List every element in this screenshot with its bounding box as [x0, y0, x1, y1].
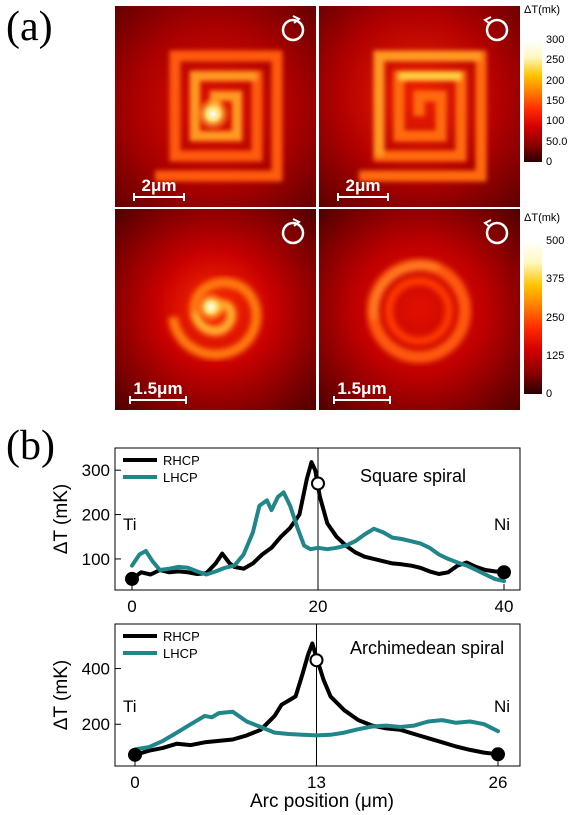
thermal-map-archimedean-rhcp: 1.5μm: [115, 209, 316, 410]
colorbar-top: [524, 40, 542, 162]
thermal-map-archimedean-lhcp: 1.5μm: [319, 209, 520, 410]
scalebar-1-5um-b: 1.5μm: [333, 379, 391, 404]
scalebar-2um-a: 2μm: [133, 176, 185, 201]
x-tick-label: 13: [307, 773, 326, 792]
series-line-rhcp: [133, 641, 500, 757]
panel-label-a: (a): [6, 4, 53, 50]
y-tick-label: 200: [82, 715, 110, 734]
scalebar-1-5um-a: 1.5μm: [129, 379, 187, 404]
legend-label-rhcp: RHCP: [163, 453, 200, 468]
left-end-label: Ti: [123, 515, 137, 534]
x-tick-label: 0: [130, 773, 139, 792]
colorbar-top-tick: 200: [546, 74, 565, 87]
colorbar-bottom-title: ΔT(mk): [524, 212, 561, 224]
right-end-label: Ni: [494, 697, 510, 716]
colorbar-top-tick: 50.0: [546, 135, 568, 148]
y-tick-label: 200: [82, 506, 110, 525]
colorbar-top-tick: 150: [546, 95, 565, 107]
colorbar-bottom-tick: 125: [546, 349, 565, 362]
filled-marker: [491, 747, 505, 762]
plot-annotation: Square spiral: [360, 466, 466, 486]
legend-label-lhcp: LHCP: [163, 646, 198, 661]
colorbar-top-tick: 100: [546, 115, 565, 128]
y-tick-label: 400: [82, 660, 110, 679]
left-end-label: Ti: [123, 697, 137, 716]
colorbar-top-tick: 300: [546, 34, 565, 46]
y-axis-label: ΔT (mK): [51, 484, 72, 554]
colorbar-top-tick: 0: [546, 156, 553, 168]
legend-label-lhcp: LHCP: [163, 470, 198, 485]
plot-frame-1: [114, 623, 521, 767]
colorbar-bottom-tick: 375: [546, 273, 565, 286]
colorbar-top-title: ΔT(mk): [524, 4, 561, 16]
x-axis-label: Arc position (μm): [250, 791, 394, 812]
colorbar-top-tick: 250: [546, 54, 565, 67]
series-line-lhcp: [133, 709, 500, 752]
colorbar-bottom-tick: 0: [546, 388, 553, 400]
x-tick-label: 40: [495, 597, 514, 616]
y-axis-label: ΔT (mK): [51, 660, 72, 730]
filled-marker: [128, 747, 142, 762]
y-tick-label: 300: [82, 461, 110, 480]
circular-polarization-icon: [281, 15, 305, 42]
circular-polarization-icon: [483, 16, 509, 42]
legend-label-rhcp: RHCP: [163, 629, 200, 644]
x-tick-label: 0: [127, 597, 136, 616]
filled-marker: [497, 565, 511, 580]
open-marker: [309, 653, 324, 668]
filled-marker: [125, 571, 139, 586]
thermal-map-square-rhcp: 2μm: [115, 6, 316, 207]
x-tick-label: 26: [489, 773, 508, 792]
colorbar-bottom-tick: 250: [546, 311, 565, 324]
circular-polarization-icon: [483, 219, 509, 245]
thermal-map-square-lhcp: 2μm: [319, 6, 520, 207]
right-end-label: Ni: [494, 515, 510, 534]
plot-annotation: Archimedean spiral: [350, 638, 504, 658]
panel-label-b: (b): [6, 423, 55, 469]
colorbar-bottom-tick: 500: [546, 235, 565, 247]
y-tick-label: 100: [82, 550, 110, 569]
open-marker: [311, 476, 325, 491]
colorbar-bottom: [524, 241, 542, 394]
circular-polarization-icon: [281, 218, 305, 245]
x-tick-label: 20: [309, 597, 328, 616]
series-line-lhcp: [130, 490, 506, 584]
scalebar-2um-b: 2μm: [337, 176, 389, 201]
